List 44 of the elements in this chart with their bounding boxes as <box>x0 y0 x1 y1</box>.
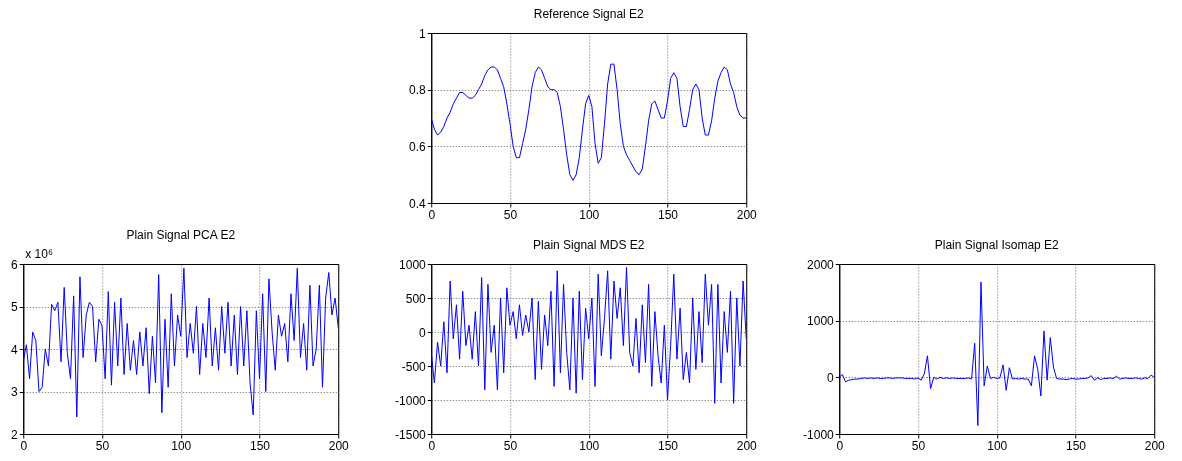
y-tick-label: 3 <box>11 385 19 399</box>
y-tick-label: 0.8 <box>409 83 427 98</box>
chart-title: Plain Signal Isomap E2 <box>934 238 1060 252</box>
y-tick-label: 1 <box>419 26 427 41</box>
y-tick-label: 2000 <box>807 257 835 272</box>
x-tick-label: 150 <box>657 207 679 222</box>
y-tick-label: -1000 <box>395 393 427 408</box>
y-tick-label: 4 <box>11 342 19 357</box>
x-tick-label: 150 <box>657 438 679 453</box>
line-series <box>23 267 339 418</box>
y-tick-label: 0 <box>419 325 427 340</box>
line-series <box>431 266 747 404</box>
chart-title: Reference Signal E2 <box>533 7 645 21</box>
x-tick-label: 200 <box>736 438 758 453</box>
line-series <box>839 281 1155 426</box>
x-tick-label: 50 <box>95 438 110 453</box>
x-tick-label: 50 <box>503 207 518 222</box>
y-tick-label: 1000 <box>399 257 427 272</box>
y-tick-label: 5 <box>11 300 19 314</box>
x-tick-label: 200 <box>1144 438 1166 453</box>
x-tick-label: 200 <box>328 438 350 453</box>
y-tick-label: 0.4 <box>409 196 427 211</box>
y-tick-label: 500 <box>405 291 427 306</box>
y-tick-label: -500 <box>401 359 427 374</box>
x-tick-label: 100 <box>579 438 600 453</box>
y-tick-label: 6 <box>11 257 19 272</box>
y-tick-label: 2 <box>11 427 19 442</box>
x-tick-label: 150 <box>249 438 271 453</box>
y-tick-label: -1500 <box>395 427 427 442</box>
x-tick-label: 50 <box>503 438 518 453</box>
text: x 10⁶ <box>25 247 53 261</box>
x-tick-label: 150 <box>1065 438 1087 453</box>
chart-title: Plain Signal PCA E2 <box>126 228 236 242</box>
x-tick-label: 50 <box>911 438 926 453</box>
line-series <box>431 63 747 181</box>
chart-title: Plain Signal MDS E2 <box>533 238 645 252</box>
y-tick-label: 0.6 <box>409 139 427 154</box>
y-tick-label: 0 <box>827 370 835 385</box>
y-tick-label: -1000 <box>803 427 835 442</box>
x-tick-label: 100 <box>171 438 192 453</box>
y-tick-label: 1000 <box>807 314 835 329</box>
x-tick-label: 100 <box>579 207 600 222</box>
x-tick-label: 200 <box>736 207 758 222</box>
x-tick-label: 100 <box>987 438 1008 453</box>
